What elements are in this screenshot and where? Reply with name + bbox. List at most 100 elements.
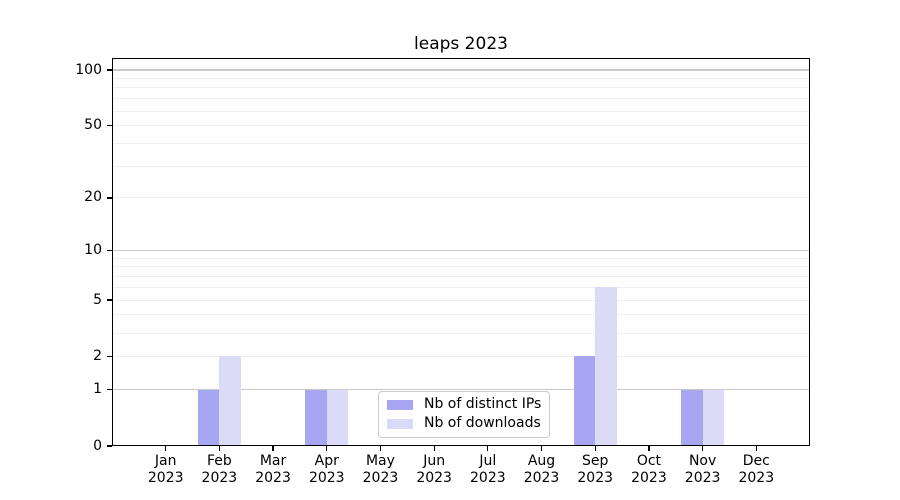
bar-distinct-ips [197, 389, 220, 446]
x-tick-month: May [365, 453, 395, 469]
y-tick-mark [107, 197, 112, 199]
x-tick-year: 2023 [308, 470, 345, 486]
x-tick-year: 2023 [201, 470, 238, 486]
x-tick-year: 2023 [631, 470, 667, 486]
x-tick-label: Mar 2023 [228, 453, 318, 487]
x-tick-month: Nov [688, 453, 717, 469]
x-tick-label: Jan 2023 [121, 453, 211, 487]
x-tick-label: Jul 2023 [443, 453, 533, 487]
x-tick-month: Jun [423, 453, 446, 469]
x-tick-year: 2023 [577, 470, 614, 486]
bar-distinct-ips [573, 356, 596, 446]
x-tick-mark [648, 446, 650, 451]
bar-downloads [595, 287, 617, 446]
y-gridline-minor [112, 314, 810, 316]
x-tick-month: Jul [479, 453, 497, 469]
bar-downloads [326, 389, 349, 446]
y-tick-mark [107, 355, 112, 358]
y-gridline-major [112, 250, 810, 252]
y-tick-label: 20 [84, 189, 102, 206]
x-tick-label: Nov 2023 [658, 453, 748, 487]
bar-downloads [702, 389, 725, 446]
x-tick-year: 2023 [684, 470, 721, 486]
x-tick-month: Dec [742, 453, 770, 469]
x-tick-year: 2023 [738, 470, 775, 486]
y-tick-mark [107, 299, 112, 301]
legend: Nb of distinct IPs Nb of downloads [378, 391, 551, 438]
x-tick-mark [702, 446, 704, 451]
x-tick-mark [272, 446, 274, 451]
y-gridline-major [112, 69, 810, 71]
y-tick-mark [107, 69, 112, 71]
x-tick-mark [165, 446, 167, 451]
y-gridline-minor [112, 286, 810, 288]
x-tick-year: 2023 [255, 470, 291, 486]
y-tick-mark [107, 445, 112, 447]
x-tick-mark [433, 446, 435, 451]
y-tick-label: 2 [93, 347, 102, 364]
y-gridline-minor [112, 276, 810, 278]
y-gridline-minor [112, 98, 810, 100]
y-tick-label: 10 [84, 242, 102, 259]
y-tick-label: 1 [93, 381, 102, 398]
y-tick-mark [107, 388, 112, 391]
y-gridline-minor [112, 299, 810, 301]
y-gridline-minor [112, 125, 810, 127]
x-tick-label: Sep 2023 [550, 453, 640, 487]
x-tick-mark [326, 446, 328, 451]
x-tick-month: Sep [582, 453, 609, 469]
y-tick-label: 0 [93, 437, 102, 454]
x-tick-month: Feb [206, 453, 232, 469]
legend-label-downloads: Nb of downloads [424, 415, 541, 431]
x-tick-month: Apr [314, 453, 339, 469]
y-tick-label: 100 [75, 61, 102, 78]
x-tick-year: 2023 [523, 470, 560, 486]
bar-distinct-ips [305, 389, 327, 446]
x-tick-mark [379, 446, 382, 451]
x-tick-label: Aug 2023 [497, 453, 587, 487]
x-tick-label: Dec 2023 [711, 453, 801, 487]
legend-item-downloads: Nb of downloads [387, 414, 541, 433]
x-tick-month: Mar [259, 453, 287, 469]
x-tick-month: Oct [636, 453, 662, 469]
x-tick-year: 2023 [147, 470, 184, 486]
x-tick-label: Oct 2023 [604, 453, 694, 487]
y-gridline-minor [112, 257, 810, 259]
y-gridline-minor [112, 87, 810, 89]
x-tick-mark [218, 446, 220, 451]
x-tick-mark [755, 446, 757, 451]
legend-item-distinct-ips: Nb of distinct IPs [387, 395, 541, 414]
plot-area [112, 58, 810, 446]
y-gridline-minor [112, 332, 810, 334]
x-tick-mark [540, 446, 543, 451]
y-gridline-minor [112, 266, 810, 268]
y-tick-label: 5 [93, 291, 102, 308]
y-gridline-minor [112, 165, 810, 167]
y-gridline-minor [112, 197, 810, 199]
x-tick-month: Jan [154, 453, 177, 469]
x-tick-label: Apr 2023 [282, 453, 372, 487]
x-tick-year: 2023 [362, 470, 399, 486]
legend-swatch-downloads [387, 418, 413, 429]
x-tick-mark [487, 446, 489, 451]
y-gridline-minor [112, 142, 810, 144]
legend-label-distinct-ips: Nb of distinct IPs [424, 396, 542, 412]
legend-swatch-distinct-ips [387, 399, 413, 410]
x-tick-label: Feb 2023 [174, 453, 264, 487]
x-tick-year: 2023 [416, 470, 452, 486]
x-tick-label: Jun 2023 [389, 453, 479, 487]
x-tick-month: Aug [527, 453, 556, 469]
y-tick-mark [107, 125, 112, 127]
y-gridline-minor [112, 355, 810, 357]
x-tick-year: 2023 [470, 470, 506, 486]
x-tick-mark [594, 446, 596, 451]
y-gridline-minor [112, 77, 810, 79]
y-gridline-minor [112, 110, 810, 112]
y-gridline-major [112, 388, 810, 391]
y-tick-label: 50 [84, 117, 102, 134]
y-tick-mark [107, 250, 112, 252]
x-tick-label: May 2023 [335, 453, 425, 487]
bar-downloads [219, 356, 241, 446]
bar-distinct-ips [681, 389, 703, 446]
